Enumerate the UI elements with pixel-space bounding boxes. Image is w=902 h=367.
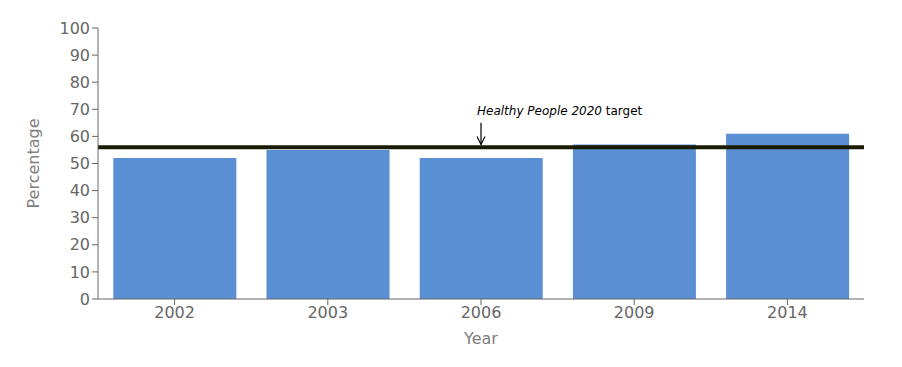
svg-text:50: 50	[70, 154, 90, 173]
svg-text:80: 80	[70, 73, 90, 92]
svg-text:2014: 2014	[767, 303, 808, 322]
svg-text:2002: 2002	[154, 303, 195, 322]
svg-text:0: 0	[80, 290, 90, 309]
svg-text:60: 60	[70, 127, 90, 146]
svg-text:10: 10	[70, 263, 90, 282]
svg-text:40: 40	[70, 181, 90, 200]
svg-text:70: 70	[70, 100, 90, 119]
svg-text:Healthy People 2020 target: Healthy People 2020 target	[477, 104, 643, 118]
svg-text:90: 90	[70, 46, 90, 65]
svg-text:2006: 2006	[461, 303, 502, 322]
svg-text:2009: 2009	[614, 303, 655, 322]
svg-text:2003: 2003	[307, 303, 348, 322]
svg-text:20: 20	[70, 235, 90, 254]
svg-text:Percentage: Percentage	[24, 118, 43, 208]
svg-text:100: 100	[59, 19, 90, 38]
svg-text:30: 30	[70, 208, 90, 227]
svg-text:Year: Year	[463, 329, 498, 348]
